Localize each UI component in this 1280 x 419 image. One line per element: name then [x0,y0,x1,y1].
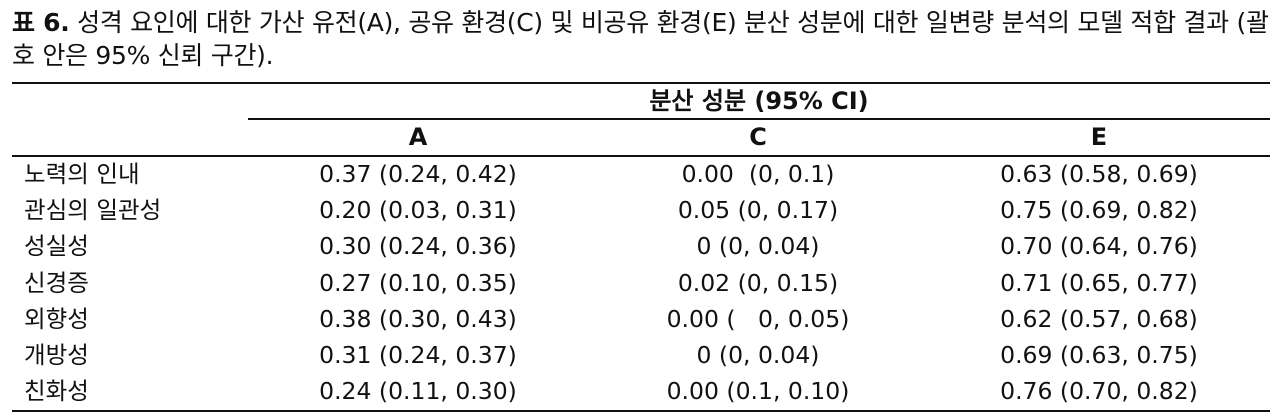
cell-c: 0 (0, 0.04) [696,340,820,369]
table-caption: 표 6. 성격 요인에 대한 가산 유전(A), 공유 환경(C) 및 비공유 … [12,6,1272,72]
cell-c: 0.00 ( 0, 0.05) [666,304,850,333]
column-header-e: E [1090,123,1108,151]
table-caption-text: 성격 요인에 대한 가산 유전(A), 공유 환경(C) 및 비공유 환경(E)… [12,8,1269,70]
trait-label: 개방성 [24,340,89,369]
cell-e: 0.76 (0.70, 0.82) [1000,377,1198,406]
table-row: 관심의 일관성 0.20 (0.03, 0.31) 0.05 (0, 0.17) 0.… [12,192,1270,228]
table-row: 개방성 0.31 (0.24, 0.37) 0 (0, 0.04) 0.69 (0.6… [12,337,1270,373]
cell-e: 0.69 (0.63, 0.75) [1000,340,1198,369]
cell-c: 0 (0, 0.04) [696,232,820,261]
trait-label: 성실성 [24,232,89,261]
header-rule [12,155,1270,157]
cell-a: 0.38 (0.30, 0.43) [319,304,517,333]
table-row: 노력의 인내 0.37 (0.24, 0.42) 0.00 (0, 0.1) 0.63… [12,156,1270,192]
cell-a: 0.37 (0.24, 0.42) [319,160,517,188]
table-row: 외향성 0.38 (0.30, 0.43) 0.00 ( 0, 0.05) 0.62 … [12,301,1270,337]
cell-c: 0.00 (0.1, 0.10) [666,377,850,406]
cell-e: 0.75 (0.69, 0.82) [1000,196,1198,225]
table-row: 신경증 0.27 (0.10, 0.35) 0.02 (0, 0.15) 0.71 (… [12,265,1270,301]
column-header-c: C [749,123,767,151]
trait-label: 친화성 [24,377,89,406]
cell-a: 0.24 (0.11, 0.30) [319,377,517,406]
column-header-a: A [408,123,428,151]
variance-components-header: 분산 성분 (95% CI) [649,87,869,115]
trait-label: 관심의 일관성 [24,196,162,225]
top-rule [12,82,1270,84]
cell-c: 0.05 (0, 0.17) [677,196,839,225]
trait-label: 외향성 [24,304,89,333]
cell-c: 0.02 (0, 0.15) [677,268,839,297]
bottom-rule [12,410,1270,412]
cell-e: 0.70 (0.64, 0.76) [1000,232,1198,261]
table-label: 표 6. [12,8,70,37]
spanner-rule [248,118,1270,120]
cell-a: 0.30 (0.24, 0.36) [319,232,517,261]
table-row: 성실성 0.30 (0.24, 0.36) 0 (0, 0.04) 0.70 (0.6… [12,228,1270,264]
cell-e: 0.71 (0.65, 0.77) [1000,268,1198,297]
cell-a: 0.27 (0.10, 0.35) [319,268,517,297]
table-row: 친화성 0.24 (0.11, 0.30) 0.00 (0.1, 0.10) 0.76… [12,373,1270,409]
table-body: 노력의 인내 0.37 (0.24, 0.42) 0.00 (0, 0.1) 0.63… [12,156,1270,409]
trait-label: 노력의 인내 [24,160,140,188]
cell-c: 0.00 (0, 0.1) [681,160,835,188]
cell-e: 0.63 (0.58, 0.69) [1000,160,1198,188]
cell-a: 0.31 (0.24, 0.37) [319,340,517,369]
trait-label: 신경증 [24,268,89,297]
cell-a: 0.20 (0.03, 0.31) [319,196,517,225]
cell-e: 0.62 (0.57, 0.68) [1000,304,1198,333]
